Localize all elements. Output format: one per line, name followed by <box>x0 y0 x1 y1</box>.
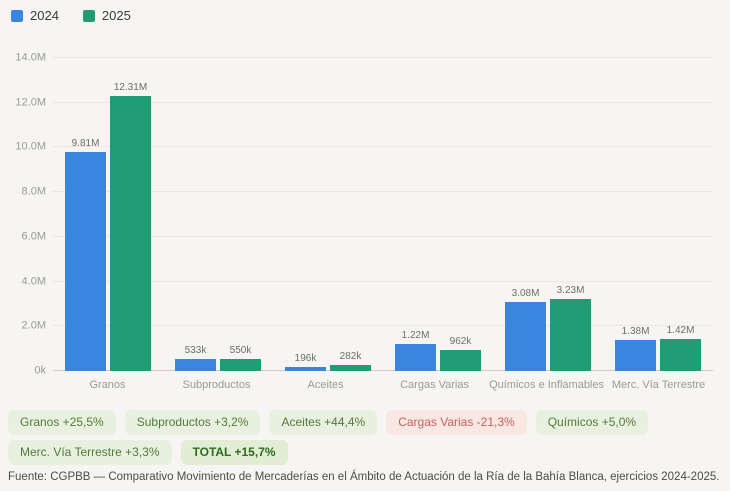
bar-value-label: 1.38M <box>621 326 650 338</box>
bar-value-label: 282k <box>339 350 362 362</box>
legend-item-2025[interactable]: 2025 <box>82 8 131 23</box>
bar-value-label: 3.08M <box>511 288 540 300</box>
gridline <box>53 235 713 237</box>
gridline <box>53 370 713 371</box>
bar-2024[interactable]: 1.22M <box>395 330 436 371</box>
gridline <box>53 280 713 282</box>
badge-positive: Granos +25,5% <box>8 410 116 435</box>
bar-2024[interactable]: 9.81M <box>65 138 106 371</box>
bar-group-2: 533k 550k <box>163 58 273 371</box>
bar-value-label: 550k <box>229 344 252 356</box>
y-axis-tick-label: 8.0M <box>21 185 46 198</box>
y-axis-tick-label: 14.0M <box>15 51 46 64</box>
y-axis-tick-label: 6.0M <box>21 230 46 243</box>
bar-value-label: 196k <box>294 352 317 364</box>
y-axis-tick-label: 10.0M <box>15 140 46 153</box>
badge-negative: Cargas Varias -21,3% <box>386 410 527 435</box>
gridline <box>53 146 713 148</box>
bar-value-label: 1.22M <box>401 329 430 341</box>
badge-positive: Merc. Vía Terrestre +3,3% <box>8 440 172 465</box>
x-axis-category-label: Cargas Varias <box>400 379 469 391</box>
x-axis-labels: Granos Subproductos Aceites Cargas Varias Qu… <box>53 379 713 391</box>
bar-value-label: 962k <box>449 335 472 347</box>
bar-group-3: 196k 282k <box>273 58 383 371</box>
bar-2025[interactable]: 12.31M <box>110 82 151 371</box>
chart-legend: 2024 2025 <box>11 8 131 23</box>
bar-2025[interactable]: 282k <box>330 351 371 371</box>
bar-value-label: 9.81M <box>71 137 100 149</box>
bar-2025[interactable]: 3.23M <box>550 285 591 371</box>
bar-2025[interactable]: 962k <box>440 336 481 371</box>
y-axis-tick-label: 0k <box>34 364 46 377</box>
bar-group-5: 3.08M 3.23M <box>493 58 603 371</box>
bar-2024[interactable]: 3.08M <box>505 288 546 371</box>
bar-value-label: 1.42M <box>666 325 695 337</box>
summary-badges: Granos +25,5% Subproductos +3,2% Aceites +… <box>8 410 722 465</box>
y-axis-tick-label: 12.0M <box>15 96 46 109</box>
legend-item-2024[interactable]: 2024 <box>11 8 59 23</box>
badge-total: TOTAL +15,7% <box>180 440 288 465</box>
bar-groups: 9.81M 12.31M 533k 550k 196k 282k 1.22M 962k 3.08… <box>53 58 713 371</box>
bar-2024[interactable]: 196k <box>285 353 326 371</box>
source-footer: Fuente: CGPBB — Comparativo Movimiento d… <box>8 471 720 483</box>
x-axis-category-label: Merc. Vía Terrestre <box>611 379 706 391</box>
gridline <box>53 101 713 103</box>
bar-group-4: 1.22M 962k <box>383 58 493 371</box>
gridline <box>53 325 713 327</box>
bar-2024[interactable]: 1.38M <box>615 326 656 371</box>
legend-label: 2025 <box>101 8 131 23</box>
legend-label: 2024 <box>30 8 59 23</box>
bar-2024[interactable]: 533k <box>175 345 216 371</box>
bar-2025[interactable]: 1.42M <box>660 325 701 371</box>
bar-value-label: 12.31M <box>113 81 148 93</box>
gridline <box>53 191 713 193</box>
legend-swatch-icon <box>11 9 23 22</box>
bar-group-1: 9.81M 12.31M <box>53 58 163 371</box>
x-axis-category-label: Químicos e Inflamables <box>489 379 604 391</box>
bar-value-label: 533k <box>184 345 207 357</box>
gridline <box>53 57 713 58</box>
plot-area: 9.81M 12.31M 533k 550k 196k 282k 1.22M 962k 3.08… <box>15 52 713 376</box>
x-axis-category-label: Subproductos <box>182 379 251 391</box>
legend-swatch-icon <box>82 9 95 22</box>
y-axis-tick-label: 4.0M <box>21 275 46 288</box>
bar-value-label: 3.23M <box>556 284 585 296</box>
bar-2025[interactable]: 550k <box>220 345 261 371</box>
y-axis-tick-label: 2.0M <box>21 319 46 332</box>
badge-positive: Aceites +44,4% <box>269 410 378 435</box>
bar-group-6: 1.38M 1.42M <box>603 58 713 371</box>
badge-positive: Subproductos +3,2% <box>124 410 261 435</box>
badge-positive: Químicos +5,0% <box>535 410 649 435</box>
x-axis-category-label: Granos <box>89 379 126 391</box>
x-axis-category-label: Aceites <box>307 379 344 391</box>
